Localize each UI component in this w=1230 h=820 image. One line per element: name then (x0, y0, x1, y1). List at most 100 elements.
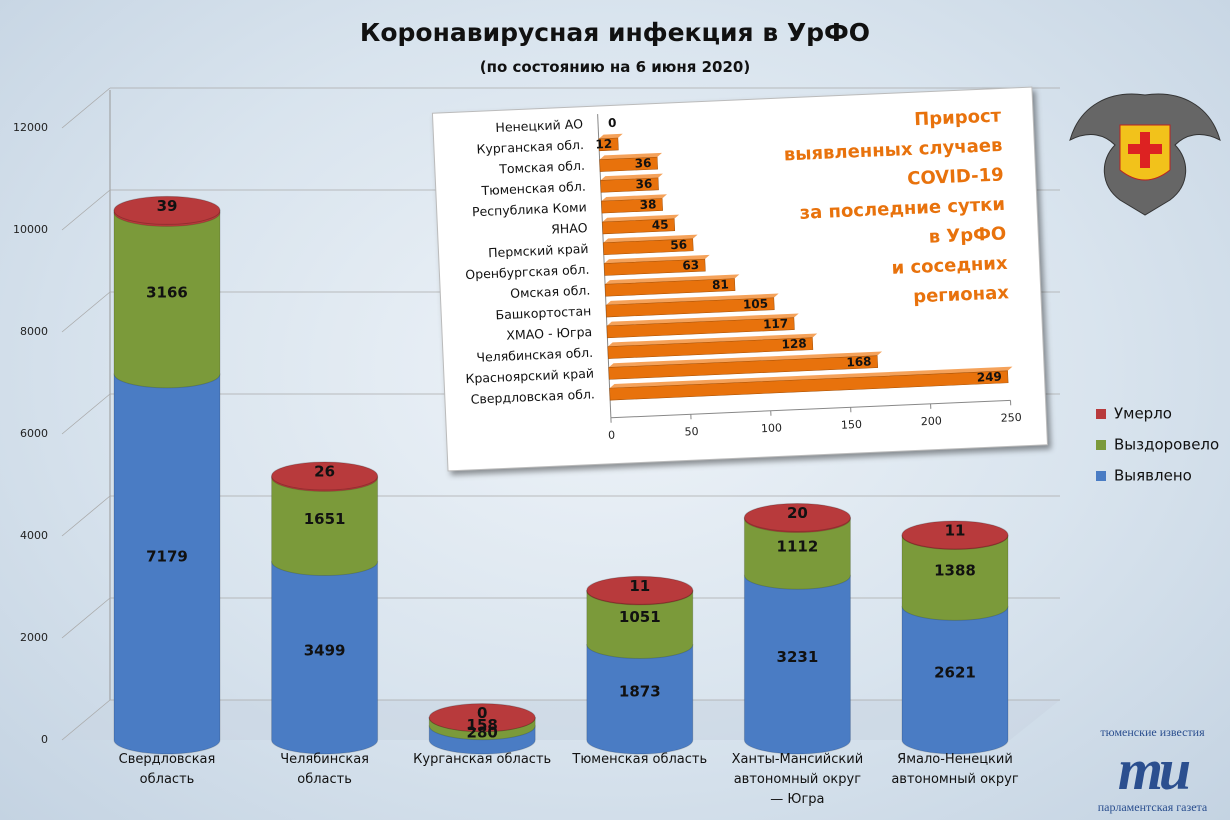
grid-line (61, 393, 111, 435)
y-tick-label: 2000 (20, 631, 48, 644)
x-tick-label: Свердловская область (118, 752, 216, 787)
value-label: 20 (787, 504, 808, 522)
value-label: 128 (781, 336, 807, 351)
inset-chart: 0 50 100 150 200 250 Ненецкий АО 0 Курганская об… (431, 86, 1049, 472)
value-label: 1651 (304, 510, 346, 528)
value-label: 1051 (619, 608, 661, 626)
bar-top (606, 313, 799, 326)
cylinder-top (428, 703, 536, 733)
value-label: 105 (743, 297, 769, 312)
bar (606, 317, 795, 339)
bar (603, 258, 706, 276)
cylinder-top (743, 502, 851, 532)
logo: тюменские известия ти парламентская газе… (1085, 725, 1220, 815)
bar-segment (113, 373, 221, 755)
logo-top: тюменские известия (1100, 725, 1205, 739)
bar-segment (586, 643, 694, 755)
y-tick-label: Тюменская обл. (480, 179, 586, 199)
y-tick-label: ХМАО - Югра (506, 324, 592, 343)
value-label: 249 (977, 370, 1003, 385)
bar-top (605, 293, 779, 306)
x-tick-label: 100 (761, 421, 783, 435)
bar-segment (271, 561, 379, 755)
grid-line (61, 495, 111, 537)
bar (600, 177, 659, 193)
value-label: 117 (763, 316, 789, 331)
inset-title: и соседних (891, 253, 1008, 279)
value-label: 56 (670, 238, 687, 253)
grid-line (61, 87, 111, 129)
x-tick-label: Курганская область (413, 752, 552, 767)
value-label: 3166 (146, 284, 188, 302)
y-tick-label: Свердловская обл. (470, 386, 595, 406)
bar (598, 137, 619, 152)
value-label: 1112 (777, 537, 819, 555)
bar-top (598, 133, 623, 139)
value-label: 158 (467, 716, 498, 734)
grid-line (61, 189, 111, 231)
value-label: 11 (629, 577, 650, 595)
y-tick-label: 10000 (13, 223, 48, 236)
legend-label: Выявлено (1114, 467, 1192, 485)
bar (602, 218, 676, 235)
bar (609, 370, 1009, 401)
bar-top (604, 254, 710, 264)
value-label: 1873 (619, 683, 661, 701)
x-tick-label: Ханты-Мансийский автономный округ — Югра (731, 752, 864, 807)
bar (604, 278, 736, 297)
bar (602, 238, 694, 255)
legend-label: Выздоровело (1114, 436, 1219, 454)
y-tick-label: 6000 (20, 427, 48, 440)
y-tick-label: Башкортостан (495, 303, 591, 322)
bar-top (600, 173, 663, 181)
bar-segment (586, 590, 694, 659)
value-label: 39 (157, 197, 178, 215)
cylinder-top (113, 195, 221, 225)
grid-line (61, 597, 111, 639)
y-tick-label: 4000 (20, 529, 48, 542)
y-tick-label: Омская обл. (510, 282, 591, 300)
bar (607, 337, 814, 359)
value-label: 81 (712, 277, 729, 292)
bar-segment (271, 476, 379, 577)
bar (608, 355, 879, 380)
value-label: 63 (682, 258, 699, 273)
logo-mark: ти (1117, 737, 1191, 802)
value-label: 26 (314, 463, 335, 481)
value-label: 7179 (146, 547, 188, 565)
y-tick-label: Оренбургская обл. (465, 262, 590, 282)
logo-bottom: парламентская газета (1097, 800, 1208, 814)
bar-top (601, 194, 667, 202)
bar-top (607, 333, 818, 347)
legend-swatch (1096, 471, 1106, 481)
value-label: 0 (608, 116, 617, 130)
value-label: 3499 (304, 641, 346, 659)
legend-swatch (1096, 440, 1106, 450)
cylinder-top (271, 461, 379, 491)
x-axis (610, 399, 1011, 419)
x-tick-label: 150 (841, 418, 863, 432)
x-tick-label: 250 (1000, 411, 1022, 425)
x-tick-label: 200 (921, 414, 943, 428)
value-label: 0 (477, 704, 487, 722)
bar (601, 198, 663, 214)
bar-segment (901, 535, 1009, 621)
y-tick-label: Республика Коми (472, 199, 587, 219)
y-tick-label: Ненецкий АО (495, 116, 583, 135)
value-label: 2621 (934, 664, 976, 682)
value-label: 36 (635, 177, 652, 192)
y-tick-label: Пермский край (488, 241, 589, 260)
bar-segment (113, 211, 221, 389)
y-tick-label: Томская обл. (498, 158, 585, 177)
x-tick-label: Челябинская область (280, 752, 369, 787)
y-tick-label: 12000 (13, 121, 48, 134)
cylinder-top (586, 575, 694, 605)
bar-top (599, 152, 662, 160)
value-label: 36 (634, 156, 651, 171)
value-label: 11 (945, 521, 966, 539)
cylinder-top (901, 520, 1009, 550)
bar (599, 156, 658, 172)
y-tick-label: Челябинская обл. (476, 345, 593, 365)
